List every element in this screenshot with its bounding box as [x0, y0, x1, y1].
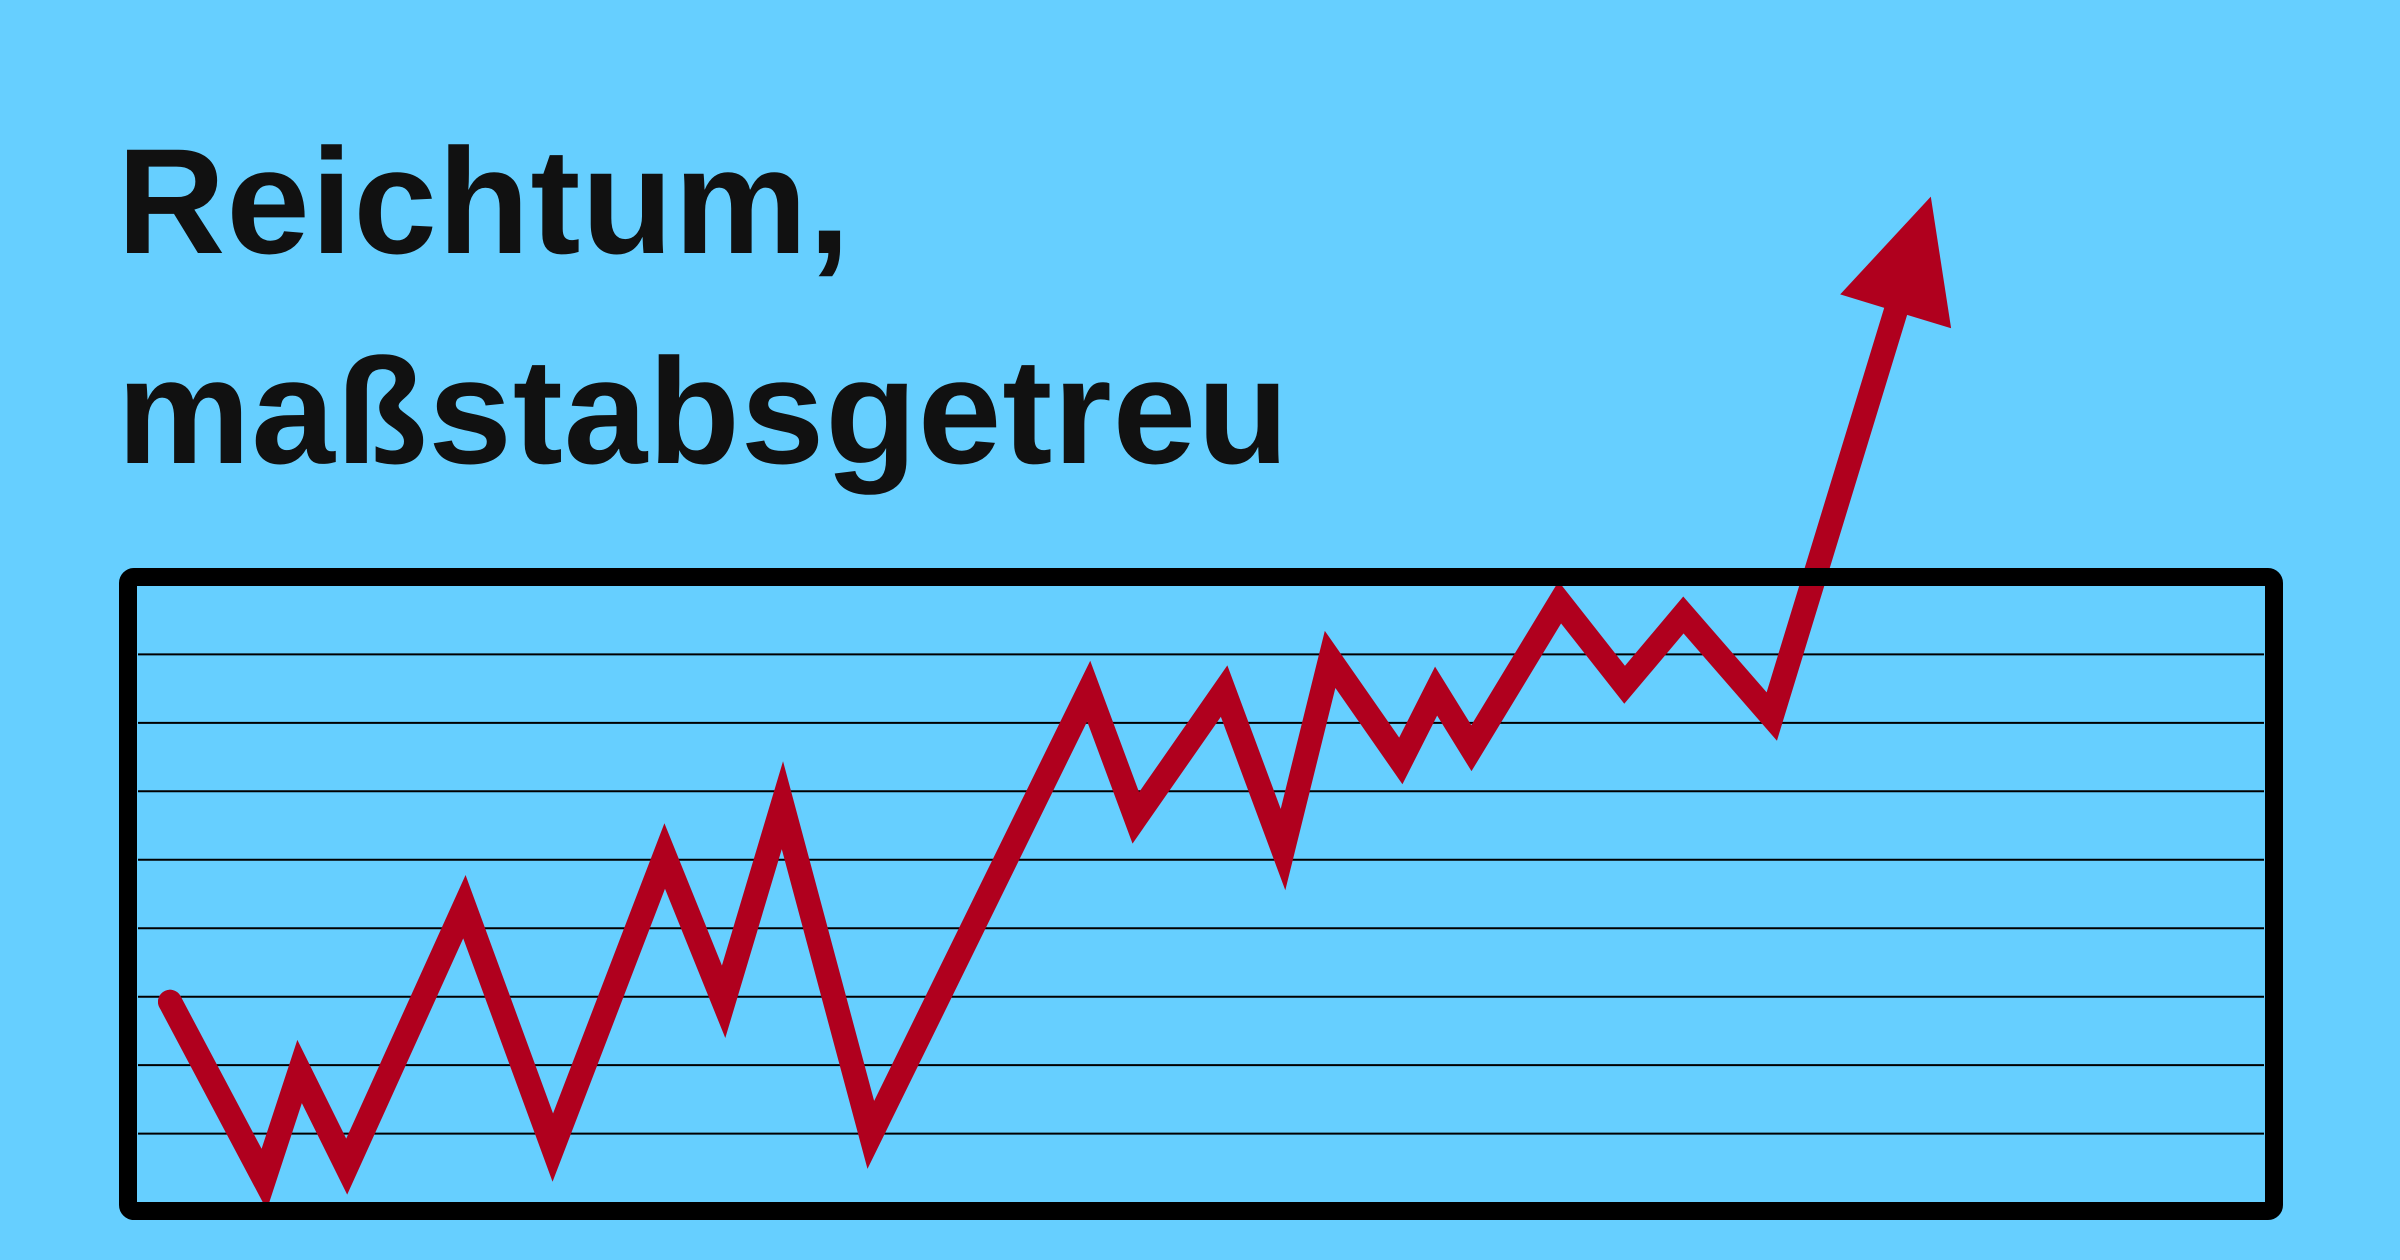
arrow-head — [1840, 196, 1952, 329]
title-line-1: Reichtum, — [117, 117, 852, 285]
data-point — [158, 989, 182, 1014]
series-layer — [158, 196, 1952, 1210]
series-line — [158, 289, 1911, 1210]
page-title: Reichtum, maßstabsgetreu — [117, 96, 1290, 516]
title-line-2: maßstabsgetreu — [117, 327, 1290, 495]
plot-area — [128, 577, 2274, 1211]
chart-frame — [119, 568, 2283, 1220]
